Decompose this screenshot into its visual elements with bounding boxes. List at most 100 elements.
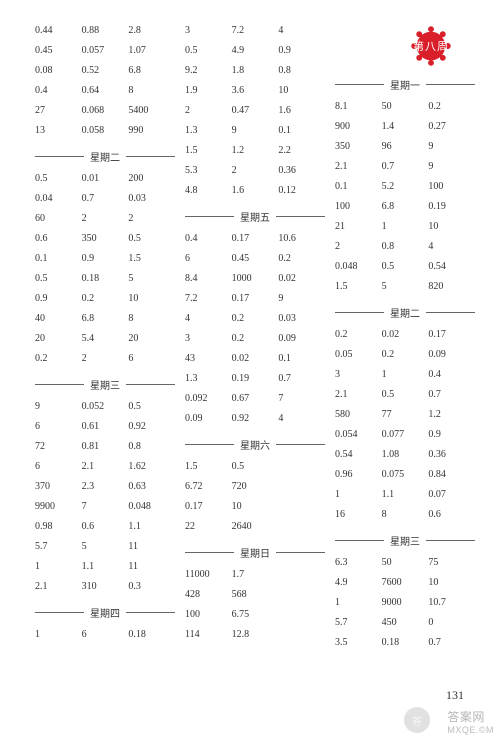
data-row: 1.50.5 [185,461,325,472]
data-cell: 75 [428,557,475,568]
data-row: 0.450.0571.07 [35,45,175,56]
data-row: 0.1710 [185,501,325,512]
data-row: 37.24 [185,25,325,36]
data-cell: 568 [232,589,279,600]
data-cell: 0.2 [428,101,475,112]
data-row: 310.4 [335,369,475,380]
separator-line [35,156,84,157]
data-row: 3702.30.63 [35,481,175,492]
day-separator: 星期三 [35,377,175,392]
data-cell: 1.1 [82,561,129,572]
data-cell [278,629,325,640]
data-cell: 428 [185,589,232,600]
data-cell: 820 [428,281,475,292]
column-2: 37.240.54.90.99.21.80.81.93.61020.471.61… [185,25,325,657]
data-row: 0.50.01200 [35,173,175,184]
data-cell: 2640 [232,521,279,532]
separator-line [335,540,384,541]
data-cell: 2.1 [35,581,82,592]
data-cell: 1.2 [232,145,279,156]
data-cell: 0.058 [82,125,129,136]
data-cell: 22 [185,521,232,532]
data-cell: 3 [185,25,232,36]
data-cell: 2.1 [82,461,129,472]
data-cell: 0.7 [428,389,475,400]
data-cell: 0.6 [35,233,82,244]
data-cell: 0.36 [428,449,475,460]
data-cell: 2.1 [335,161,382,172]
data-cell: 7600 [382,577,429,588]
page-number: 131 [446,688,464,703]
data-cell: 0.5 [128,401,175,412]
data-cell: 0.88 [82,25,129,36]
data-cell: 2.1 [335,389,382,400]
data-row: 0.980.61.1 [35,521,175,532]
data-row: 0.40.648 [35,85,175,96]
watermark-circle-text: 答 [412,713,422,728]
data-cell: 0.1 [278,353,325,364]
day-separator: 星期二 [335,305,475,320]
data-row: 20.471.6 [185,105,325,116]
data-cell: 4 [185,313,232,324]
data-cell: 0.19 [428,201,475,212]
separator-line [276,216,325,217]
data-cell: 0.18 [382,637,429,648]
data-cell [278,481,325,492]
data-cell: 1.1 [382,489,429,500]
data-cell: 4 [428,241,475,252]
data-cell: 60 [35,213,82,224]
data-cell: 0.8 [382,241,429,252]
data-cell: 370 [35,481,82,492]
data-cell: 7.2 [185,293,232,304]
data-cell: 0.54 [428,261,475,272]
data-cell: 720 [232,481,279,492]
data-cell: 2 [128,213,175,224]
data-row: 0.541.080.36 [335,449,475,460]
data-cell: 0.048 [128,501,175,512]
data-cell: 1.8 [232,65,279,76]
data-cell: 0.7 [382,161,429,172]
data-row: 40.20.03 [185,313,325,324]
week-badge-label: 第八周 [410,25,452,67]
data-cell: 580 [335,409,382,420]
data-cell: 10 [128,293,175,304]
data-cell: 2 [335,241,382,252]
data-cell: 0.2 [382,349,429,360]
badge-spacer [335,25,475,73]
data-row: 1680.6 [335,509,475,520]
data-row: 1006.80.19 [335,201,475,212]
data-cell: 4.9 [335,577,382,588]
data-cell: 0.09 [185,413,232,424]
data-row: 270.0685400 [35,105,175,116]
data-cell: 6 [35,461,82,472]
data-cell: 0.068 [82,105,129,116]
data-cell: 1.6 [278,105,325,116]
data-cell: 0.2 [82,293,129,304]
data-row: 2.13100.3 [35,581,175,592]
data-cell: 1.6 [232,185,279,196]
data-cell: 0.92 [128,421,175,432]
day-separator: 星期二 [35,149,175,164]
week-badge: 第八周 [410,25,452,67]
data-cell: 7 [278,393,325,404]
data-cell: 350 [335,141,382,152]
data-row: 0.54.90.9 [185,45,325,56]
data-row: 5.320.36 [185,165,325,176]
data-row: 130.058990 [35,125,175,136]
data-row: 1.51.22.2 [185,145,325,156]
data-row: 720.810.8 [35,441,175,452]
data-cell: 10 [428,577,475,588]
data-row: 580771.2 [335,409,475,420]
day-label: 星期六 [234,437,276,452]
data-row: 110001.7 [185,569,325,580]
data-cell: 6 [185,253,232,264]
data-cell: 1.2 [428,409,475,420]
data-cell: 1 [335,597,382,608]
data-cell: 0.2 [35,353,82,364]
data-cell: 1.3 [185,373,232,384]
day-separator: 星期一 [335,77,475,92]
data-cell: 10 [278,85,325,96]
data-cell: 1.07 [128,45,175,56]
data-cell: 1.9 [185,85,232,96]
data-cell: 21 [335,221,382,232]
